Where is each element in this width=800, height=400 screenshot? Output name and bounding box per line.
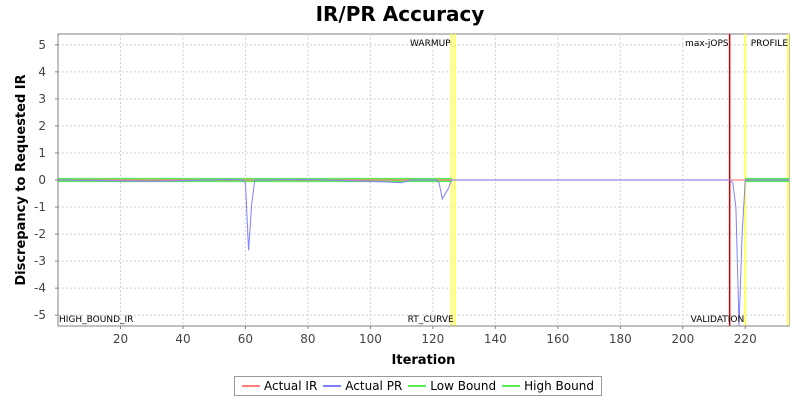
x-tick-label: 120 [421, 332, 444, 346]
legend-swatch [502, 385, 521, 387]
legend-item: High Bound [502, 379, 594, 393]
x-tick-label: 140 [484, 332, 507, 346]
y-tick-label: 3 [38, 92, 46, 106]
x-tick-label: 160 [546, 332, 569, 346]
legend-label: Actual IR [264, 379, 318, 393]
x-tick-label: 40 [175, 332, 190, 346]
chart-title: IR/PR Accuracy [315, 2, 485, 26]
y-tick-label: 0 [38, 173, 46, 187]
y-tick-label: 4 [38, 65, 46, 79]
legend-swatch [323, 385, 342, 387]
x-tick-label: 180 [609, 332, 632, 346]
marker-label: max-jOPS [685, 39, 729, 49]
legend-label: High Bound [524, 379, 594, 393]
marker-label: VALIDATION [691, 315, 745, 325]
x-axis-title: Iteration [392, 353, 456, 368]
x-tick-label: 60 [238, 332, 253, 346]
x-tick-label: 20 [113, 332, 128, 346]
legend-item: Actual PR [323, 379, 402, 393]
x-tick-label: 80 [300, 332, 315, 346]
y-tick-label: 5 [38, 38, 46, 52]
marker-label: WARMUP [410, 39, 451, 49]
series-actual-pr [57, 178, 789, 327]
x-tick-label: 100 [359, 332, 382, 346]
x-tick-label: 200 [671, 332, 694, 346]
marker-label: RT_CURVE [408, 315, 454, 325]
legend-label: Low Bound [430, 379, 497, 393]
y-tick-label: 2 [38, 119, 46, 133]
y-tick-label: -1 [34, 200, 46, 214]
y-tick-label: -3 [34, 254, 46, 268]
legend: Actual IR Actual PR Low Bound High Bound [234, 376, 602, 396]
legend-item: Actual IR [242, 379, 317, 393]
marker-label: HIGH_BOUND_IR [59, 315, 133, 325]
marker-label: PROFILE [751, 39, 789, 49]
legend-item: Low Bound [408, 379, 496, 393]
y-tick-label: -2 [34, 227, 46, 241]
y-axis-title: Discrepancy to Requested IR [14, 74, 29, 285]
x-tick-label: 220 [734, 332, 757, 346]
legend-label: Actual PR [345, 379, 403, 393]
y-tick-label: -4 [34, 281, 46, 295]
legend-swatch [242, 385, 260, 387]
y-tick-label: -5 [34, 308, 46, 322]
y-tick-label: 1 [38, 146, 46, 160]
legend-swatch [408, 385, 427, 387]
